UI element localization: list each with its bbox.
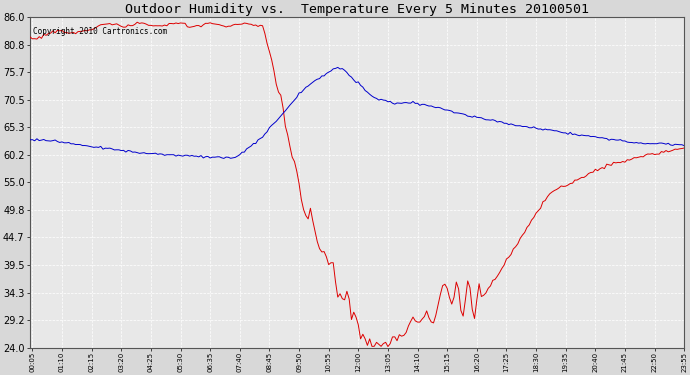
Text: Copyright 2010 Cartronics.com: Copyright 2010 Cartronics.com	[33, 27, 168, 36]
Title: Outdoor Humidity vs.  Temperature Every 5 Minutes 20100501: Outdoor Humidity vs. Temperature Every 5…	[125, 3, 589, 16]
